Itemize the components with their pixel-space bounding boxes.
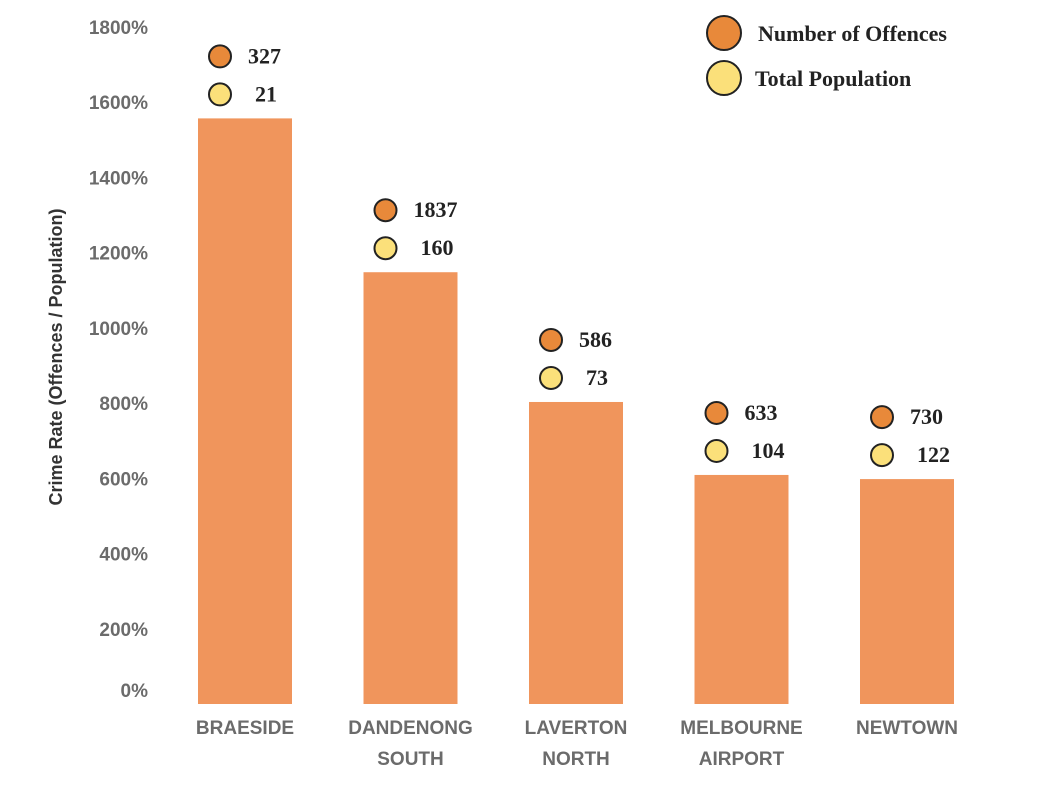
x-tick-label: LAVERTON	[525, 718, 628, 739]
population-value: 104	[752, 438, 785, 463]
offences-value: 730	[910, 404, 943, 429]
bar	[694, 474, 789, 704]
offences-value: 633	[745, 400, 778, 425]
y-axis-label: Crime Rate (Offences / Population)	[46, 208, 66, 505]
legend-population-label: Total Population	[755, 66, 911, 91]
offences-marker-icon	[539, 327, 563, 352]
bar	[198, 118, 292, 704]
population-marker-icon	[704, 438, 729, 463]
legend-population-swatch	[706, 60, 742, 96]
offences-marker-icon	[870, 405, 894, 430]
offences-value: 1837	[414, 197, 458, 222]
y-tick-label: 1800%	[89, 18, 148, 39]
x-tick-label: SOUTH	[377, 749, 444, 770]
x-tick-label: NEWTOWN	[856, 718, 958, 739]
population-value: 73	[586, 365, 608, 390]
offences-marker-icon	[208, 44, 232, 69]
y-tick-label: 800%	[99, 394, 148, 415]
population-marker-icon	[208, 82, 232, 107]
offences-value: 586	[579, 327, 612, 352]
annotations: 327 21 1837 160 586 73 633 104 730 122	[208, 43, 950, 468]
y-tick-label: 600%	[99, 469, 148, 490]
offences-marker-icon	[704, 400, 729, 425]
y-tick-label: 0%	[121, 681, 149, 702]
population-value: 122	[917, 442, 950, 467]
y-tick-label: 1400%	[89, 168, 148, 189]
x-tick-label: MELBOURNE	[680, 718, 802, 739]
bar	[529, 401, 623, 704]
x-tick-label: BRAESIDE	[196, 718, 294, 739]
y-tick-label: 1000%	[89, 319, 148, 340]
population-marker-icon	[870, 443, 894, 468]
population-value: 160	[421, 235, 454, 260]
offences-value: 327	[248, 43, 281, 68]
x-tick-label: DANDENONG	[348, 718, 473, 739]
population-marker-icon	[373, 236, 398, 261]
population-marker-icon	[539, 365, 563, 390]
x-tick-label: AIRPORT	[699, 749, 785, 770]
y-tick-label: 1200%	[89, 244, 148, 265]
bar	[363, 272, 458, 704]
legend-offences-swatch	[706, 15, 742, 51]
y-tick-label: 400%	[99, 545, 148, 566]
x-tick-label: NORTH	[542, 749, 610, 770]
legend: Number of Offences Total Population	[706, 15, 947, 96]
y-axis: 1800% 1600% 1400% 1200% 1000% 800% 600% 400% 200…	[89, 18, 148, 702]
y-tick-label: 1600%	[89, 93, 148, 114]
y-tick-label: 200%	[99, 620, 148, 641]
x-axis: BRAESIDE DANDENONG SOUTH LAVERTON NORTH MELBO…	[196, 718, 958, 770]
bar	[860, 479, 954, 704]
legend-offences-label: Number of Offences	[758, 21, 947, 46]
population-value: 21	[255, 81, 277, 106]
offences-marker-icon	[373, 198, 398, 223]
bars	[198, 118, 954, 704]
